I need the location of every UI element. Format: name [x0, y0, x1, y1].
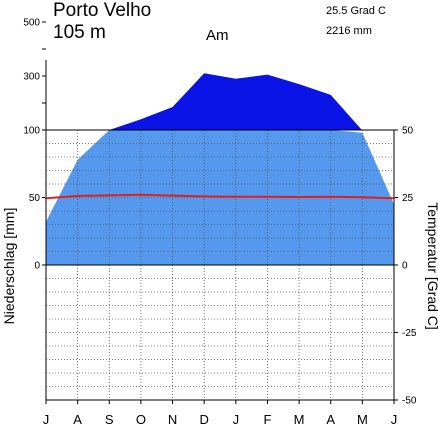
precip-tick-label: 0 [34, 261, 40, 272]
axes [42, 21, 398, 404]
month-label: S [105, 412, 114, 427]
temperature-point [392, 197, 396, 200]
temp-tick-label: 25 [402, 193, 414, 204]
temperature-point [139, 193, 143, 196]
month-label: D [199, 412, 208, 427]
precip-tick-label: 50 [29, 193, 41, 204]
temperature-point [44, 197, 48, 200]
annual-precipitation: 2216 mm [326, 25, 372, 37]
temperature-point [329, 195, 332, 198]
temperature-point [361, 196, 364, 199]
temperature-point [171, 194, 174, 197]
month-label: N [168, 412, 177, 427]
temp-tick-label: 0 [402, 261, 408, 272]
month-label: A [326, 412, 335, 427]
temp-tick-label: -50 [402, 396, 417, 407]
station-elevation: 105 m [53, 22, 106, 43]
precipitation-axis-label: Niederschlag [mm] [1, 208, 17, 325]
header: Porto Velho 105 m Am 25.5 Grad C 2216 mm [53, 0, 386, 44]
month-label: M [357, 412, 368, 427]
precipitation-excess-area [109, 73, 362, 130]
month-label: F [263, 412, 271, 427]
month-label: J [43, 412, 50, 427]
temperature-point [234, 195, 238, 198]
temperature-point [76, 194, 79, 198]
temperature-point [202, 195, 206, 198]
temp-tick-label: 50 [402, 126, 414, 137]
mean-temperature: 25.5 Grad C [326, 5, 386, 17]
month-label: O [136, 412, 146, 427]
month-label: M [294, 412, 305, 427]
precip-tick-label: 500 [23, 18, 40, 29]
precip-tick-label: 300 [23, 72, 40, 83]
temperature-point [297, 195, 301, 199]
station-name: Porto Velho [53, 0, 151, 21]
temperature-axis-label: Temperatur [Grad C] [425, 202, 438, 330]
plot-fills [46, 73, 394, 265]
temperature-point [266, 195, 269, 198]
temp-tick-label: -25 [402, 328, 417, 339]
temperature-layer [44, 193, 396, 200]
temperature-line [45, 193, 395, 200]
month-label: J [233, 412, 240, 427]
month-label: A [73, 412, 82, 427]
precip-tick-label: 100 [23, 126, 40, 137]
climate-class: Am [206, 27, 229, 44]
month-label: J [391, 412, 398, 427]
temperature-point [108, 194, 111, 197]
